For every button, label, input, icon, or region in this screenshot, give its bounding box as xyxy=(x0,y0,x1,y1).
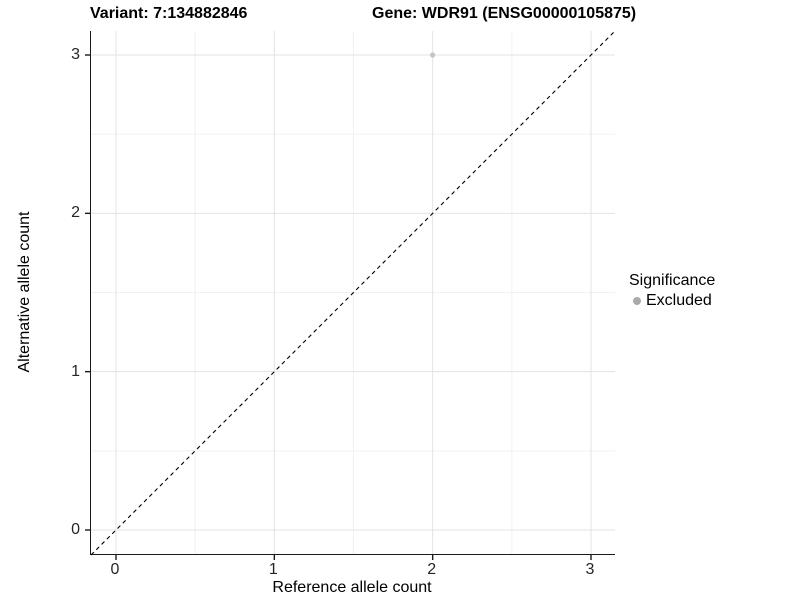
y-axis-tick-labels: 0 1 2 3 xyxy=(54,31,80,554)
data-point-excluded xyxy=(430,52,436,58)
excluded-point-icon xyxy=(633,297,641,305)
y-tick-label: 0 xyxy=(71,521,80,538)
x-tick-label: 2 xyxy=(427,561,437,578)
x-tick-label: 1 xyxy=(268,561,278,578)
identity-reference-line xyxy=(90,30,616,556)
y-tick-label: 1 xyxy=(71,362,80,380)
plot-panel xyxy=(85,30,616,560)
legend: Significance Excluded xyxy=(629,272,715,310)
legend-title: Significance xyxy=(629,272,716,289)
legend-item-label: Excluded xyxy=(646,292,712,309)
y-tick-label: 2 xyxy=(71,204,80,222)
plot-canvas xyxy=(85,30,616,560)
x-axis-title: Reference allele count xyxy=(272,579,432,596)
gene-title: Gene: WDR91 (ENSG00000105875) xyxy=(372,5,637,22)
x-tick-label: 0 xyxy=(110,561,120,578)
x-axis-tick-labels: 0 1 2 3 xyxy=(90,561,614,579)
legend-item-excluded: Excluded xyxy=(629,292,715,310)
variant-title: Variant: 7:134882846 xyxy=(90,5,248,22)
x-tick-label: 3 xyxy=(585,561,595,578)
y-tick-label: 3 xyxy=(71,46,80,63)
y-axis-title: Alternative allele count xyxy=(16,211,33,373)
